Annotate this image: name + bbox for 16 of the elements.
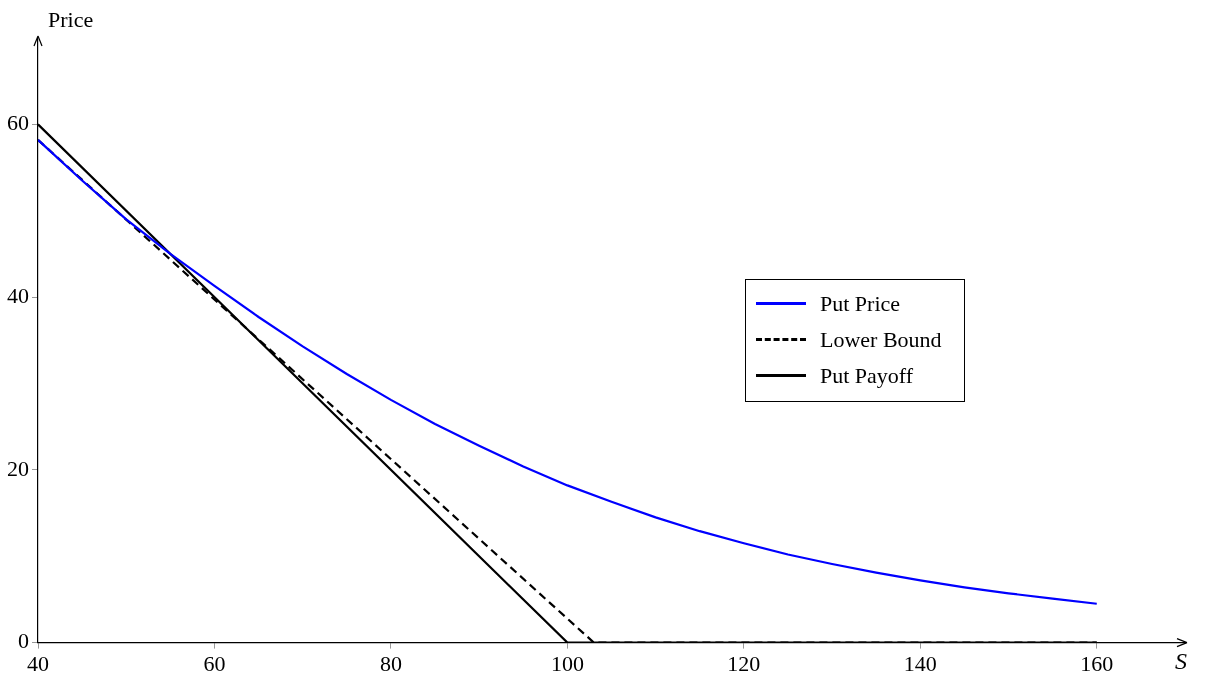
y-tick-label: 40	[7, 282, 29, 308]
legend-label: Put Payoff	[819, 362, 915, 389]
x-tick-label: 40	[27, 650, 49, 676]
legend-label: Lower Bound	[819, 326, 943, 353]
y-tick-label: 0	[18, 628, 29, 654]
x-tick-label: 80	[379, 650, 402, 676]
y-tick-label: 20	[7, 455, 29, 481]
y-axis-title: Price	[48, 6, 94, 32]
legend-label: Put Price	[819, 290, 902, 317]
x-tick-label: 100	[550, 650, 584, 676]
x-tick-label: 60	[203, 650, 226, 676]
x-axis-title: S	[1175, 647, 1187, 674]
y-tick-label: 60	[7, 110, 29, 136]
x-tick-label: 160	[1080, 650, 1114, 676]
x-tick-label: 120	[727, 650, 761, 676]
x-tick-label: 140	[903, 650, 937, 676]
